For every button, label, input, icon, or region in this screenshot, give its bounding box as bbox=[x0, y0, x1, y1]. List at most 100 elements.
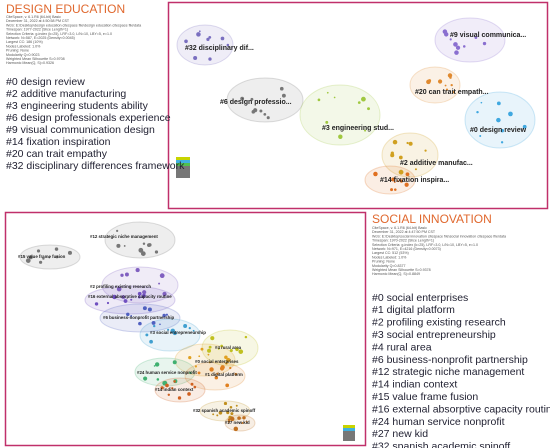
network-node bbox=[279, 86, 284, 91]
network-node bbox=[404, 182, 409, 187]
panel-title: DESIGN EDUCATION bbox=[6, 2, 125, 16]
network-node bbox=[424, 149, 427, 152]
cluster-list-item: #32 spanish academic spinoff bbox=[372, 441, 510, 448]
network-node bbox=[25, 258, 31, 263]
network-node bbox=[151, 320, 156, 325]
network-node bbox=[480, 101, 483, 104]
network-node bbox=[142, 290, 147, 295]
cluster-label: #20 can trait empath... bbox=[415, 89, 489, 96]
top-map-frame bbox=[167, 1, 549, 210]
cluster-label: #32 spanish academic spinoff bbox=[193, 408, 256, 413]
cluster-list-item: #20 can trait empathy bbox=[6, 148, 108, 160]
network-node bbox=[153, 324, 156, 328]
network-node bbox=[148, 243, 152, 247]
network-node bbox=[245, 421, 248, 423]
network-node bbox=[156, 378, 160, 381]
network-node bbox=[138, 295, 141, 299]
cluster-label: #0 social enterprises bbox=[195, 359, 239, 364]
network-node bbox=[106, 301, 110, 305]
cluster-list-item: #3 social entrepreneurship bbox=[372, 329, 496, 341]
network-node bbox=[408, 141, 413, 146]
network-node bbox=[281, 93, 286, 98]
network-node bbox=[447, 73, 453, 78]
network-node bbox=[242, 416, 246, 420]
network-node bbox=[445, 88, 449, 91]
cluster-list-item: #14 indian context bbox=[372, 379, 457, 391]
network-node bbox=[522, 124, 527, 129]
network-node bbox=[208, 57, 212, 61]
cluster-list-item: #32 disciplinary differences framework bbox=[6, 160, 185, 172]
network-node bbox=[170, 328, 176, 334]
network-node bbox=[123, 245, 126, 247]
network-node bbox=[325, 120, 329, 124]
cluster-list-item: #14 fixation inspiration bbox=[6, 136, 111, 148]
network-node bbox=[183, 324, 188, 328]
network-node bbox=[229, 416, 235, 422]
metadata-line: Pruning: None bbox=[372, 260, 395, 264]
network-node bbox=[142, 306, 147, 311]
metadata-line: December 31, 2022 at 4:47:50 PM CST bbox=[372, 230, 436, 234]
network-node bbox=[147, 307, 152, 312]
network-node bbox=[153, 365, 156, 367]
network-node bbox=[159, 323, 161, 326]
network-node bbox=[224, 355, 228, 360]
network-node bbox=[210, 336, 215, 341]
network-node bbox=[138, 247, 144, 253]
network-node bbox=[235, 404, 238, 407]
network-node bbox=[414, 168, 417, 171]
cluster-label: #4 rural area bbox=[215, 345, 242, 350]
top-year-legend bbox=[176, 157, 190, 178]
cluster-list-item: #2 additive manufacturing bbox=[6, 88, 126, 100]
cluster-label: #1 digital platform bbox=[205, 372, 243, 377]
network-node bbox=[225, 383, 230, 388]
metadata-line: Nodes Labeled: 1.0% bbox=[372, 255, 407, 259]
network-node bbox=[227, 418, 231, 422]
network-node bbox=[54, 247, 59, 251]
network-node bbox=[454, 50, 459, 55]
network-node bbox=[259, 109, 263, 113]
network-node bbox=[250, 97, 254, 101]
network-node bbox=[217, 347, 220, 350]
network-node bbox=[112, 294, 117, 300]
network-node bbox=[121, 295, 126, 299]
network-node bbox=[394, 188, 397, 191]
network-node bbox=[496, 101, 501, 106]
network-node bbox=[158, 282, 161, 285]
network-node bbox=[500, 141, 504, 144]
network-node bbox=[143, 376, 148, 381]
cluster-area bbox=[84, 285, 176, 315]
cluster-list-item: #6 design professionals experience bbox=[6, 112, 171, 124]
metadata-line: Selection Criteria: g-index (k=25), LRF=… bbox=[372, 243, 478, 247]
network-node bbox=[206, 37, 210, 42]
cluster-list-item: #16 external absorptive capacity routine bbox=[372, 403, 550, 415]
network-node bbox=[154, 362, 160, 367]
network-node bbox=[373, 171, 378, 177]
network-node bbox=[452, 91, 455, 94]
network-node bbox=[426, 79, 431, 85]
network-node bbox=[137, 291, 142, 296]
cluster-label: #2 additive manufac... bbox=[400, 160, 473, 167]
metadata-line: Nodes Labeled: 1.0% bbox=[6, 44, 41, 48]
network-node bbox=[405, 172, 410, 177]
network-node bbox=[482, 41, 487, 46]
metadata-line: WoS: E:\Desktop\social innovation citesp… bbox=[372, 234, 506, 238]
network-node bbox=[167, 393, 170, 397]
cluster-list-item: #15 value frame fusion bbox=[372, 391, 478, 403]
metadata-line: Largest CC: 186 (10%) bbox=[6, 40, 43, 44]
cluster-list-item: #0 design review bbox=[6, 76, 85, 88]
network-node bbox=[393, 181, 396, 183]
network-node bbox=[28, 255, 33, 260]
network-node bbox=[171, 387, 174, 390]
network-node bbox=[233, 426, 239, 432]
cluster-label: #32 disciplinary dif... bbox=[185, 45, 254, 52]
network-node bbox=[479, 135, 482, 138]
network-node bbox=[333, 96, 336, 99]
network-node bbox=[187, 392, 191, 396]
network-node bbox=[223, 401, 228, 406]
metadata-line: Weighted Mean Silhouette S=0.9378 bbox=[372, 268, 431, 272]
network-node bbox=[172, 360, 177, 365]
network-node bbox=[266, 116, 270, 120]
network-node bbox=[149, 339, 153, 344]
network-node bbox=[253, 108, 258, 113]
metadata-line: Timespan: 1970-2022 (Slice Length=1) bbox=[372, 239, 434, 243]
